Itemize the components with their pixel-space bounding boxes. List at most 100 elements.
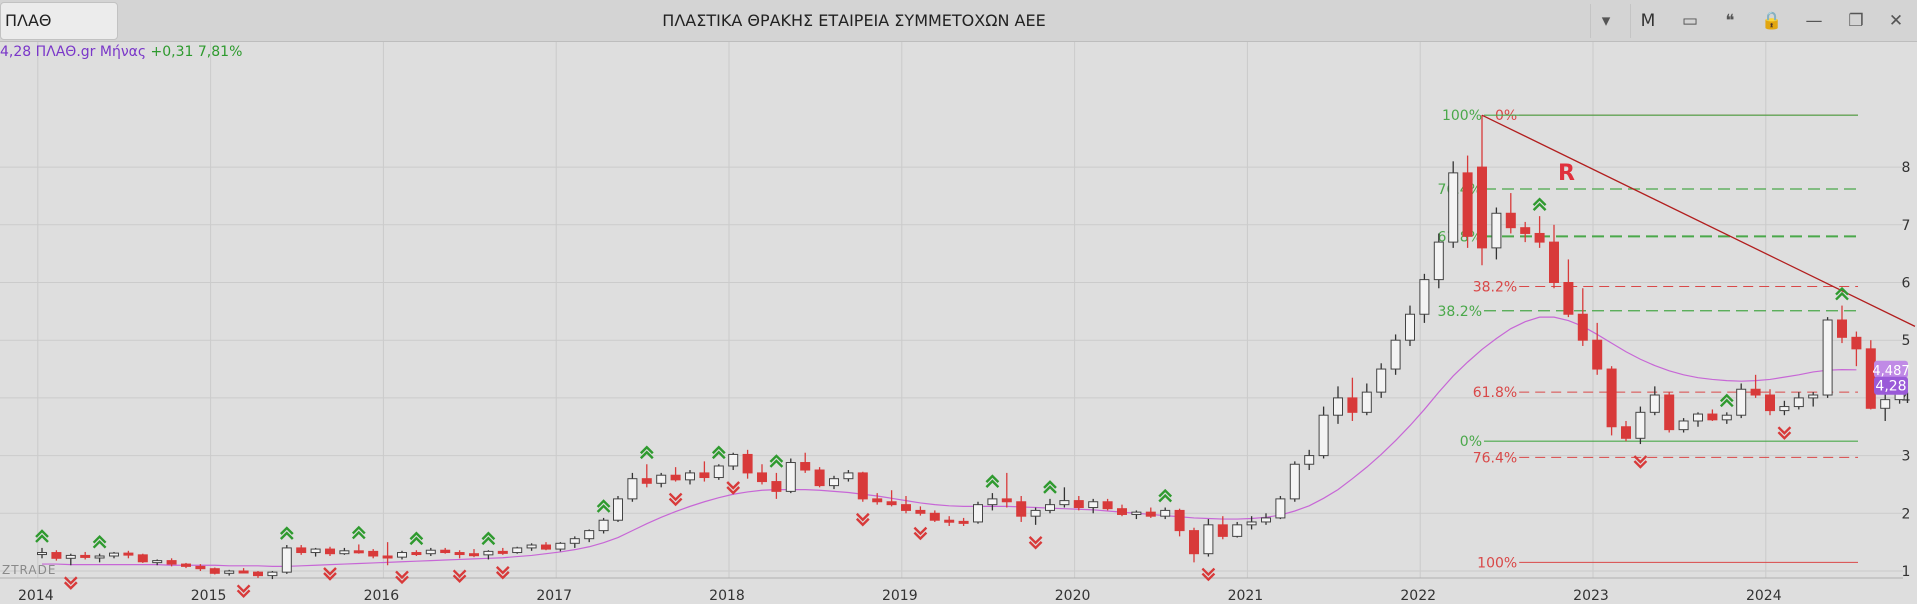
candle-body <box>1333 397 1343 416</box>
buy-signal-icon <box>711 445 726 460</box>
buy-signal-icon <box>1532 197 1547 211</box>
candle-body <box>1275 498 1286 519</box>
buy-signal-icon <box>481 531 496 546</box>
candle-body <box>1045 504 1055 511</box>
candle-body <box>181 563 191 567</box>
candle-body <box>1534 232 1545 243</box>
candle-body <box>857 472 868 500</box>
candle-body <box>65 554 76 559</box>
candle-body <box>1822 319 1833 396</box>
candle-body <box>1160 509 1171 517</box>
ma-value-label: 4,487 <box>1872 364 1909 379</box>
candle-body <box>1448 172 1459 243</box>
candle-body <box>1837 319 1847 338</box>
candle-body <box>425 549 436 555</box>
buy-signal-icon <box>279 526 294 540</box>
x-tick-label: 2022 <box>1400 588 1436 604</box>
fib-label-red: 61.8% <box>1473 385 1517 401</box>
candle-body <box>238 570 249 574</box>
candle-body <box>757 472 767 483</box>
candle-body <box>1520 227 1531 234</box>
candle-body <box>1088 501 1099 509</box>
candle-body <box>440 549 451 554</box>
candle-body <box>843 472 854 480</box>
restore-icon[interactable]: ❐ <box>1848 11 1864 31</box>
candle-body <box>1765 394 1775 412</box>
candle-body <box>1649 394 1660 413</box>
candle-body <box>1261 517 1271 523</box>
sell-signal-icon <box>395 570 409 585</box>
y-tick-label: 4 <box>1902 391 1911 407</box>
symbol-tab[interactable]: ΠΛΑΘ <box>0 2 118 40</box>
candle-body <box>1549 241 1559 283</box>
x-tick-label: 2020 <box>1055 588 1091 604</box>
lock-icon[interactable]: 🔒 <box>1761 11 1783 31</box>
moving-average-line <box>42 316 1857 567</box>
buy-signal-icon <box>409 531 424 546</box>
candle-body <box>800 462 811 471</box>
buy-signal-icon <box>639 445 654 460</box>
candle-body <box>1563 282 1574 315</box>
candle-body <box>1102 501 1113 510</box>
candle-body <box>310 548 321 554</box>
fib-label-red: 100% <box>1477 555 1517 571</box>
comment-icon[interactable]: ❝ <box>1725 11 1735 31</box>
candle-body <box>526 544 537 549</box>
fib-label-red: 38.2% <box>1473 280 1517 296</box>
period-button[interactable]: M <box>1640 11 1656 31</box>
sell-signal-icon <box>63 576 78 590</box>
candle-body <box>973 504 983 523</box>
candle-body <box>1606 368 1617 428</box>
resistance-label: R <box>1558 161 1575 186</box>
candle-body <box>785 462 796 492</box>
x-tick-label: 2019 <box>882 588 918 604</box>
minimize-icon[interactable]: — <box>1805 11 1823 31</box>
x-tick-label: 2023 <box>1573 588 1609 604</box>
close-icon[interactable]: ✕ <box>1888 11 1904 31</box>
candle-body <box>929 512 940 521</box>
candle-body <box>397 552 407 558</box>
candle-body <box>742 453 753 474</box>
candle-body <box>253 571 263 577</box>
separator <box>1630 4 1631 38</box>
candle-body <box>1577 313 1588 341</box>
fib-label-red: 76.4% <box>1473 450 1517 466</box>
candle-body <box>1073 500 1084 509</box>
sell-signal-icon <box>1633 455 1648 469</box>
panel-icon[interactable]: ▭ <box>1681 11 1699 31</box>
price-legend: 4,28 ΠΛΑΘ.gr Μήνας +0,31 7,81% <box>0 44 242 60</box>
candle-body <box>1189 530 1199 555</box>
candle-body <box>152 560 163 564</box>
sell-signal-icon <box>1201 567 1216 582</box>
candle-body <box>1390 339 1401 370</box>
candle-body <box>209 568 220 574</box>
candle-body <box>411 552 422 556</box>
y-tick-label: 6 <box>1902 276 1911 292</box>
candle-body <box>353 550 364 554</box>
fib-label-green: 61.8% <box>1438 229 1482 245</box>
buy-signal-icon <box>1043 480 1057 494</box>
candle-body <box>699 472 710 479</box>
candle-body <box>569 538 580 544</box>
buy-signal-icon <box>351 525 366 540</box>
dropdown-icon[interactable]: ▾ <box>1601 11 1611 31</box>
candle-body <box>1059 500 1070 506</box>
x-tick-label: 2024 <box>1746 588 1782 604</box>
candle-body <box>1693 413 1703 422</box>
price-chart[interactable]: 1 2 3 4 5 6 7 8 2014 2015 2016 2017 2018 2019 2020 2021… <box>0 42 1917 604</box>
candle-body <box>1174 509 1185 532</box>
y-tick-label: 2 <box>1902 506 1911 522</box>
candle-body <box>829 478 839 487</box>
candle-body <box>1621 426 1631 439</box>
watermark-text: ZTRADE <box>2 563 56 577</box>
candle-body <box>1232 524 1243 537</box>
candle-body <box>1462 172 1473 237</box>
buy-signal-icon <box>35 529 49 543</box>
buy-signal-icon <box>769 454 784 468</box>
candle-body <box>1117 508 1127 515</box>
candle-body <box>555 542 566 550</box>
x-tick-label: 2017 <box>536 588 572 604</box>
candle-body <box>1779 406 1790 412</box>
buy-signal-icon <box>1719 393 1734 408</box>
candle-body <box>137 554 148 563</box>
